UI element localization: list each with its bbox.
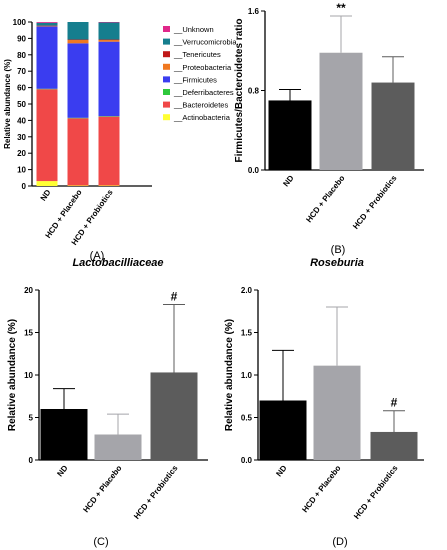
panel-c-category-label: ND <box>55 464 69 479</box>
panel-a-y-tick-label: 10 <box>17 166 26 175</box>
panel-a-y-tick-label: 50 <box>17 100 26 109</box>
panel-d-roseburia-bar-chart: 0.0 0.5 1.0 1.5 2.0 Relative abundance (%) Ros… <box>224 257 424 548</box>
panel-d-category-label: HCD + Placebo <box>300 464 342 515</box>
panel-c-significance-mark: # <box>171 289 178 303</box>
panel-a-legend-label: __Unknown <box>173 25 214 34</box>
panel-a-legend-swatch <box>163 89 170 95</box>
panel-a-legend-label: __Tenericutes <box>173 50 221 59</box>
panel-c-bar <box>40 409 88 460</box>
panel-c-label: (C) <box>93 536 108 548</box>
panel-d-bar <box>313 365 361 460</box>
panel-a-legend-label: __Actinobacteria <box>173 113 231 122</box>
panel-d-y-tick-label: 0.5 <box>241 414 253 423</box>
panel-a-stacked-segment <box>67 118 89 186</box>
panel-a-label: (A) <box>90 250 105 262</box>
panel-a-stacked-segment <box>98 41 120 117</box>
panel-c-bar <box>150 372 198 460</box>
panel-a-stacked-bar-chart: 0 10 20 30 40 50 60 70 80 90 100 Relative abundance… <box>3 18 237 262</box>
panel-b-category-label: HCD + Probiotics <box>351 173 399 231</box>
panel-a-y-tick-label: 0 <box>22 182 27 191</box>
panel-a-legend-label: __Deferribacteres <box>173 88 234 97</box>
panel-b-y-tick-label: 0.8 <box>248 87 260 96</box>
panel-d-y-tick-label: 1.0 <box>241 371 253 380</box>
panel-d-y-tick-label: 1.5 <box>241 329 253 338</box>
panel-a-stacked-segment <box>67 22 89 40</box>
panel-b-bar <box>371 82 415 170</box>
panel-b-category-label: ND <box>281 174 295 189</box>
panel-a-legend-swatch <box>163 76 170 83</box>
panel-d-y-axis-label: Relative abundance (%) <box>224 319 235 431</box>
panel-a-legend-swatch <box>163 63 170 70</box>
panel-b-bar <box>319 52 363 170</box>
panel-a-legend-label: __Proteobacteria <box>173 63 232 72</box>
panel-c-y-tick-label: 0 <box>29 456 34 465</box>
panel-a-legend-swatch <box>163 26 170 32</box>
panel-a-legend-label: __Bacteroidetes <box>173 101 228 110</box>
panel-c-category-label: HCD + Placebo <box>81 464 123 515</box>
panel-a-y-tick-label: 20 <box>17 149 26 158</box>
panel-a-stacked-segment <box>98 116 120 186</box>
panel-a-legend-swatch <box>163 101 170 108</box>
panel-c-y-tick-label: 5 <box>29 414 34 423</box>
panel-a-stacked-segment <box>36 22 58 26</box>
panel-d-y-tick-label: 2.0 <box>241 286 253 295</box>
panel-d-title: Roseburia <box>310 257 364 269</box>
panel-c-lactobacilliaceae-bar-chart: 0 5 10 15 20 Relative abundance (%) Lactobacil… <box>7 257 208 548</box>
panel-b-label: (B) <box>331 244 346 256</box>
panel-d-significance-mark: # <box>391 396 398 410</box>
panel-a-stacked-segment <box>67 43 89 118</box>
panel-a-legend-swatch <box>163 38 170 45</box>
panel-b-y-tick-label: 0.0 <box>248 166 260 175</box>
panel-a-legend-label: __Verrucomicrobia <box>173 38 237 47</box>
panel-b-significance-mark: ** <box>336 1 346 15</box>
panel-a-y-tick-label: 80 <box>17 51 26 60</box>
panel-c-y-tick-label: 15 <box>24 329 33 338</box>
panel-c-y-tick-label: 20 <box>24 286 33 295</box>
panel-c-title: Lactobacilliaceae <box>72 257 163 269</box>
panel-a-stacked-segment <box>36 181 58 186</box>
panel-a-y-tick-label: 100 <box>13 18 27 27</box>
panel-d-bar <box>259 400 307 460</box>
panel-b-bar <box>268 100 312 170</box>
panel-a-y-tick-label: 30 <box>17 133 26 142</box>
panel-c-y-tick-label: 10 <box>24 371 33 380</box>
panel-a-stacked-segment <box>36 26 58 89</box>
panel-a-stacked-segment <box>98 40 120 42</box>
panel-d-label: (D) <box>332 536 347 548</box>
panel-a-legend-swatch <box>163 51 170 58</box>
panel-a-category-label: ND <box>39 188 53 203</box>
panel-a-stacked-segment <box>67 40 89 44</box>
panel-a-y-tick-label: 60 <box>17 84 26 93</box>
panel-a-stacked-segment <box>36 89 58 182</box>
panel-a-y-axis-label: Relative abundance (%) <box>3 59 12 149</box>
panel-a-y-tick-label: 90 <box>17 34 26 43</box>
panel-d-category-label: HCD + Probiotics <box>352 463 400 521</box>
panel-a-y-tick-label: 40 <box>17 116 26 125</box>
panel-a-stacked-segment <box>98 22 120 40</box>
panel-a-y-tick-label: 70 <box>17 67 26 76</box>
panel-c-category-label: HCD + Probiotics <box>132 463 180 521</box>
panel-b-y-axis-label: Firmicutes/Bacteroidetes ratio <box>234 19 245 163</box>
panel-c-bar <box>94 434 142 460</box>
panel-b-y-tick-label: 1.6 <box>248 7 260 16</box>
panel-b-category-label: HCD + Placebo <box>304 174 346 225</box>
panel-d-category-label: ND <box>274 464 288 479</box>
panel-c-y-axis-label: Relative abundance (%) <box>7 319 18 431</box>
panel-d-bar <box>370 431 418 460</box>
panel-d-y-tick-label: 0.0 <box>241 456 253 465</box>
panel-a-stacked-segment <box>36 22 58 23</box>
panel-a-legend-label: __Firmicutes <box>173 75 217 84</box>
panel-a-legend-swatch <box>163 114 170 121</box>
